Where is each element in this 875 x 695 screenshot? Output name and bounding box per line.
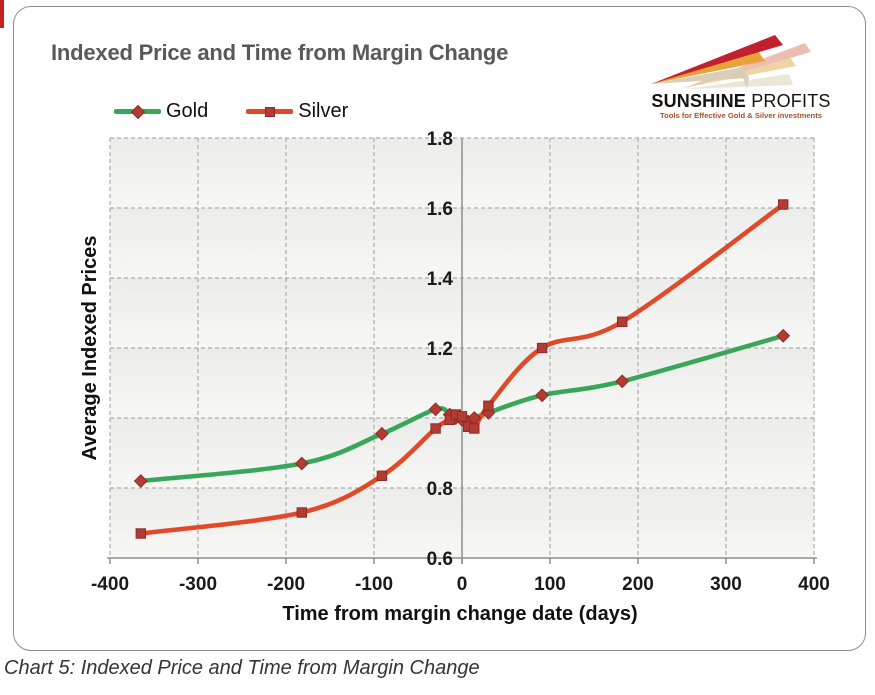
data-marker-gold [428, 402, 443, 417]
gold-line-swatch [114, 104, 161, 119]
silver-line-swatch [246, 106, 294, 117]
x-tick-label: -200 [267, 574, 305, 595]
sunshine-profits-logo: SUNSHINE PROFITS Tools for Effective Gol… [643, 34, 861, 121]
legend-item-silver: Silver [246, 100, 348, 123]
legend-item-gold: Gold [114, 100, 208, 123]
x-tick-label: 300 [710, 574, 742, 595]
logo-ray-beige [651, 67, 749, 84]
x-tick-label: 200 [622, 574, 654, 595]
legend-label-silver: Silver [298, 100, 349, 122]
figure-caption: Chart 5: Indexed Price and Time from Mar… [4, 657, 480, 679]
data-marker-silver [469, 423, 480, 434]
logo-ray-red [651, 35, 783, 84]
x-tick-label: -300 [179, 574, 217, 595]
data-marker-silver [536, 342, 548, 354]
data-marker-silver [135, 528, 147, 539]
data-marker-gold [374, 426, 389, 441]
data-marker-silver [483, 400, 494, 412]
logo-ray-beige-echo [687, 74, 793, 89]
x-tick-label: -400 [91, 574, 129, 595]
data-marker-silver [456, 411, 468, 422]
data-marker-gold [776, 328, 791, 343]
data-marker-gold [615, 374, 630, 389]
legend-label-gold: Gold [166, 100, 209, 122]
x-tick-label: -100 [355, 574, 393, 595]
data-marker-silver [617, 316, 628, 328]
data-marker-silver [430, 423, 441, 434]
logo-ray-orange [651, 51, 765, 84]
y-tick-label: 1.2 [427, 339, 453, 360]
accent-bar [0, 0, 4, 28]
y-tick-label: 1.8 [427, 129, 453, 150]
x-axis-title: Time from margin change date (days) [282, 603, 637, 625]
data-marker-gold [467, 411, 482, 425]
logo-brand-name: SUNSHINE PROFITS [643, 91, 839, 111]
logo-rays-icon [651, 35, 811, 89]
data-marker-gold [133, 474, 148, 488]
data-marker-gold [535, 388, 550, 403]
y-axis-title: Average Indexed Prices [79, 236, 101, 461]
x-tick-label: 100 [534, 574, 566, 595]
silver-square-marker-icon [264, 106, 275, 117]
data-marker-silver [444, 414, 455, 426]
logo-tagline: Tools for Effective Gold & Silver invest… [660, 111, 822, 120]
legend: Gold Silver [114, 100, 348, 123]
data-marker-silver [296, 507, 308, 518]
y-tick-label: 1.4 [427, 269, 454, 290]
data-marker-silver [376, 470, 388, 482]
y-tick-label: 0.8 [427, 479, 453, 500]
x-tick-label: 0 [457, 574, 468, 595]
chart-title: Indexed Price and Time from Margin Chang… [51, 40, 509, 65]
y-tick-label: 0.6 [427, 549, 453, 570]
data-marker-gold [294, 456, 309, 471]
x-tick-label: 400 [798, 574, 830, 595]
data-marker-silver [778, 199, 789, 210]
logo-brand-secondary: PROFITS [751, 91, 831, 111]
logo-brand-primary: SUNSHINE [651, 91, 746, 111]
y-tick-label: 1.6 [427, 199, 453, 220]
